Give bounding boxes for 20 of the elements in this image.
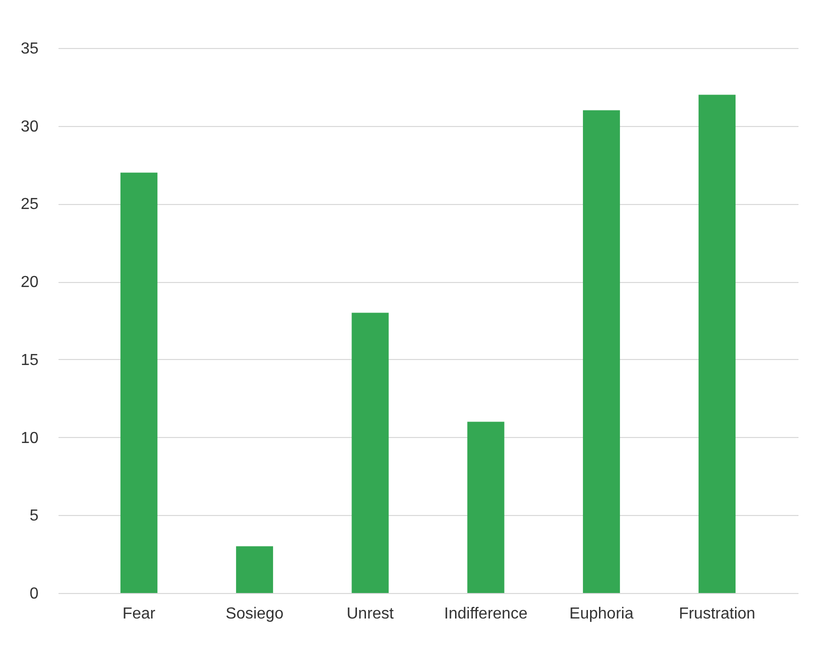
y-tick-label: 0 [30, 586, 39, 602]
bar [698, 94, 736, 593]
y-tick-label: 30 [20, 118, 39, 136]
y-tick-label: 20 [20, 274, 39, 292]
y-tick-label: 15 [20, 352, 39, 369]
x-tick-label: Indifference [444, 606, 528, 622]
y-tick-label: 25 [20, 196, 39, 214]
x-tick-label: Sosiego [226, 606, 284, 622]
y-tick-label: 35 [20, 40, 39, 58]
x-tick-label: Unrest [346, 606, 394, 622]
x-tick-label: Fear [122, 606, 156, 622]
y-tick-label: 10 [20, 430, 39, 447]
x-tick-label: Euphoria [569, 606, 634, 622]
bar [467, 422, 504, 593]
bar [582, 110, 620, 593]
x-tick-label: Frustration [678, 606, 756, 622]
bar [352, 312, 389, 593]
bar [120, 172, 158, 593]
y-tick-label: 5 [30, 508, 39, 525]
bar [236, 546, 274, 593]
